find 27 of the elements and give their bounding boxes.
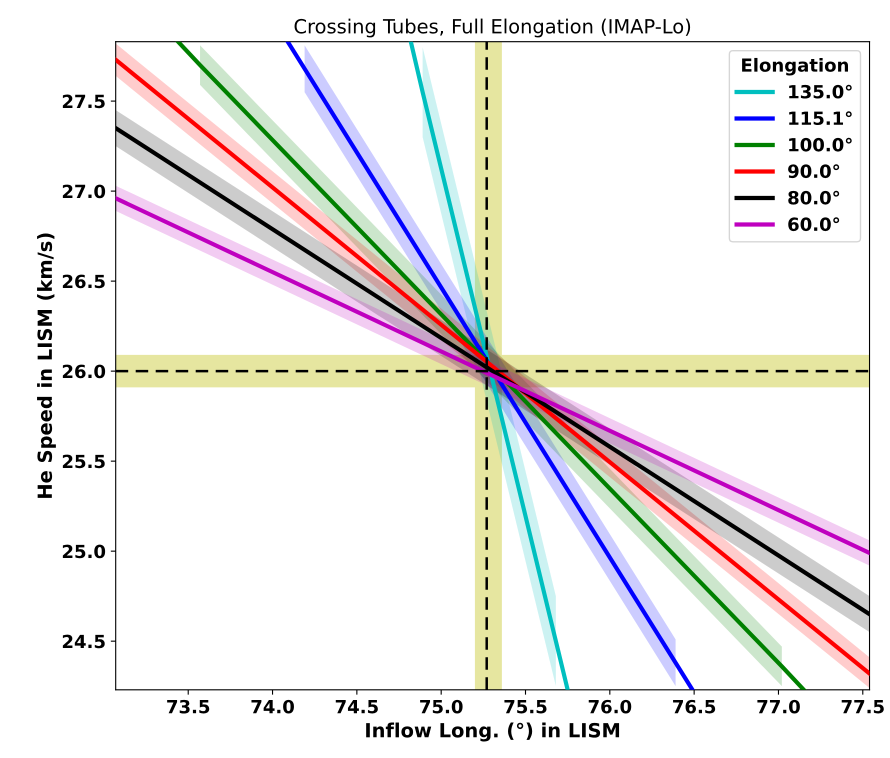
y-tick-label: 25.5 <box>62 454 105 468</box>
x-tick-label: 74.5 <box>336 700 378 714</box>
legend-label: 60.0° <box>788 217 840 232</box>
x-tick-label: 76.0 <box>588 700 632 714</box>
x-tick-label: 76.5 <box>673 700 716 714</box>
legend-label: 80.0° <box>788 190 840 205</box>
legend-label: 100.0° <box>789 138 852 152</box>
x-tick-label: 77.5 <box>842 700 884 714</box>
y-tick-label: 24.5 <box>62 634 105 648</box>
x-tick-label: 77.0 <box>757 700 800 714</box>
x-tick-label: 75.0 <box>420 700 463 714</box>
y-axis-title: He Speed in LISM (km/s) <box>37 233 56 498</box>
legend-title: Elongation <box>742 58 848 76</box>
x-tick-label: 73.5 <box>167 700 210 714</box>
legend-label: 135.0° <box>789 84 852 99</box>
x-tick-label: 75.5 <box>504 700 547 714</box>
chart-title: Crossing Tubes, Full Elongation (IMAP-Lo) <box>294 18 690 38</box>
x-axis-title: Inflow Long. (°) in LISM <box>366 722 620 742</box>
legend-label: 115.1° <box>789 111 852 126</box>
legend-label: 90.0° <box>788 164 840 178</box>
y-tick-label: 27.5 <box>62 94 105 108</box>
line-series <box>408 42 570 690</box>
y-tick-label: 26.0 <box>62 364 106 378</box>
y-tick-label: 25.0 <box>62 544 106 558</box>
x-tick-label: 74.0 <box>251 700 294 714</box>
y-tick-label: 26.5 <box>62 274 105 288</box>
y-tick-label: 27.0 <box>62 184 106 198</box>
